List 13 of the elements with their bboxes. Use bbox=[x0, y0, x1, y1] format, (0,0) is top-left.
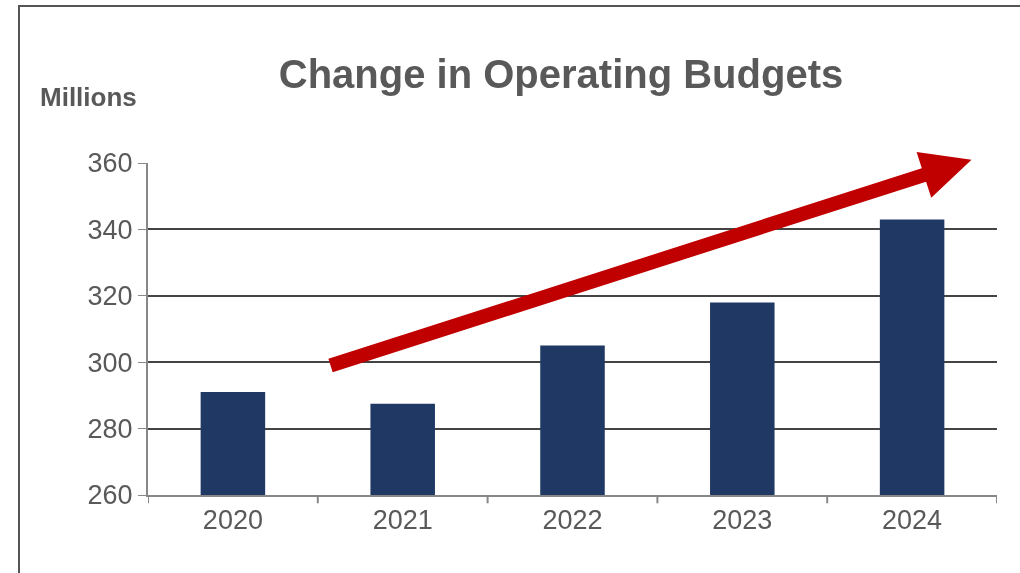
y-tick-label: 300 bbox=[87, 347, 133, 378]
y-axis-title: Millions bbox=[40, 82, 137, 112]
y-tick-label: 340 bbox=[87, 214, 133, 245]
y-tick-label: 280 bbox=[87, 414, 133, 445]
y-tick-label: 260 bbox=[87, 480, 133, 511]
y-tick-label: 360 bbox=[87, 148, 133, 179]
x-tick-label: 2023 bbox=[712, 505, 773, 536]
x-tick-label: 2022 bbox=[542, 505, 603, 536]
chart-title: Change in Operating Budgets bbox=[278, 52, 844, 97]
x-tick-label: 2020 bbox=[202, 505, 263, 536]
x-tick-label: 2024 bbox=[882, 505, 943, 536]
y-tick-label: 320 bbox=[87, 281, 133, 312]
x-tick-label: 2021 bbox=[372, 505, 433, 536]
